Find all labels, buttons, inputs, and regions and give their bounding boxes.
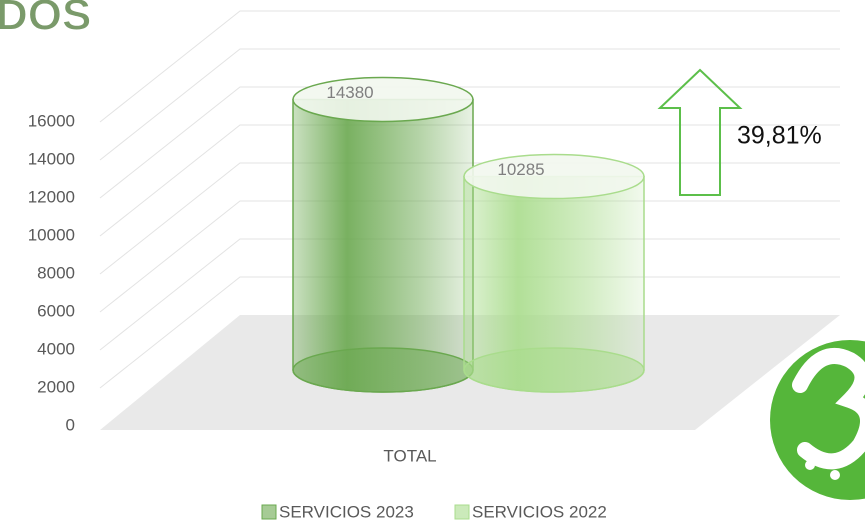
x-tick-label: TOTAL — [383, 446, 436, 465]
grid-line — [99, 48, 840, 161]
y-tick-label: 4000 — [37, 339, 75, 358]
grid-line — [99, 162, 840, 275]
grid-line — [99, 86, 840, 199]
cylinder — [463, 175, 645, 393]
legend-label: SERVICIOS 2022 — [472, 502, 607, 521]
y-tick-label: 8000 — [37, 263, 75, 282]
data-label: 10285 — [497, 160, 544, 179]
legend-swatch — [454, 504, 470, 520]
header-fragment: DOS — [0, 0, 91, 40]
grid-line — [99, 124, 840, 237]
logo — [770, 340, 865, 500]
y-tick-label: 14000 — [28, 149, 75, 168]
y-tick-label: 0 — [66, 415, 75, 434]
data-label: 14380 — [326, 83, 373, 102]
y-tick-label: 12000 — [28, 187, 75, 206]
legend-swatch — [261, 504, 277, 520]
cylinder — [292, 98, 474, 393]
legend-label: SERVICIOS 2023 — [279, 502, 414, 521]
cylinder-top — [463, 153, 645, 200]
y-tick-label: 6000 — [37, 301, 75, 320]
y-tick-label: 16000 — [28, 111, 75, 130]
grid-line — [99, 10, 840, 123]
y-tick-label: 2000 — [37, 377, 75, 396]
annotation: 39,81% — [737, 122, 822, 150]
cylinder-top — [292, 76, 474, 123]
y-tick-label: 10000 — [28, 225, 75, 244]
up-arrow — [657, 68, 743, 196]
